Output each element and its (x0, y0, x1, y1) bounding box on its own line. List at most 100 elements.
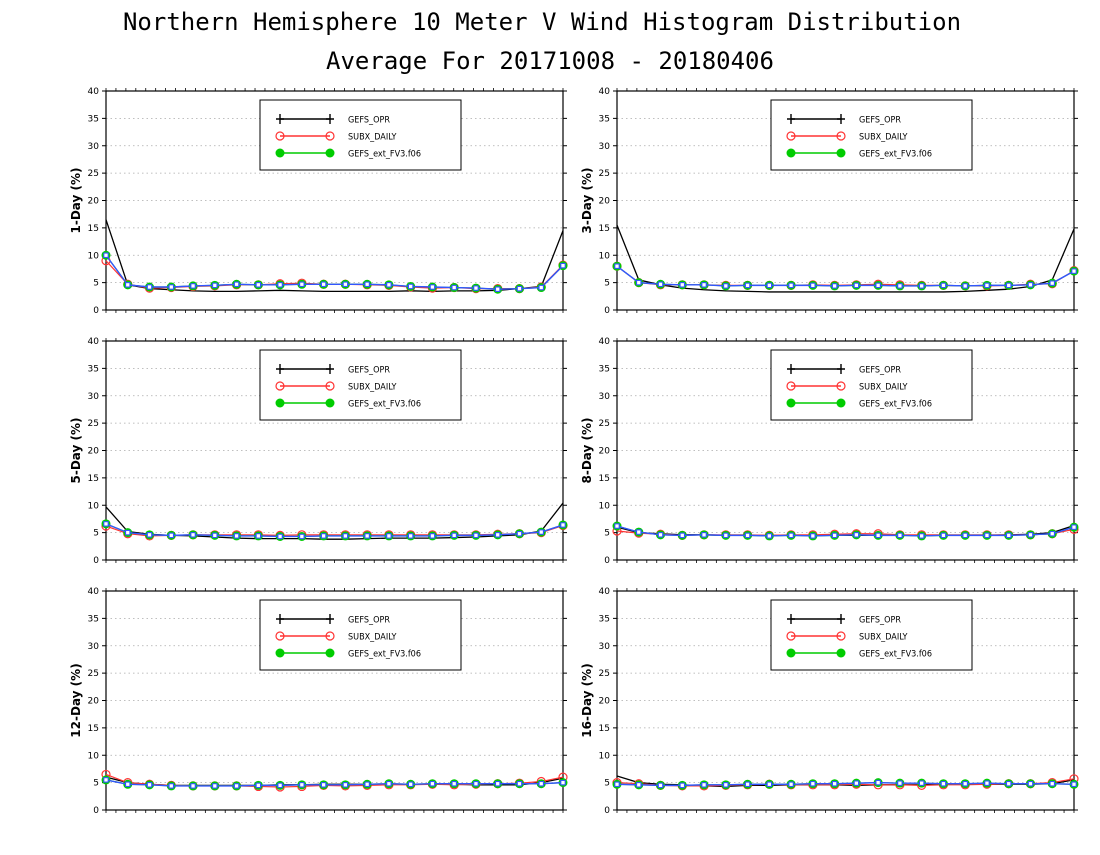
overlay-point (1071, 524, 1077, 530)
legend-marker-SUBX_DAILY (836, 631, 846, 641)
overlay-point (831, 283, 838, 289)
y-axis-label: 16-Day (%) (580, 663, 594, 737)
overlay-point (429, 533, 436, 539)
overlay-point (940, 780, 947, 787)
legend-marker-SUBX_DAILY (325, 631, 335, 641)
y-tick-label: 35 (599, 364, 610, 374)
overlay-point (407, 283, 414, 290)
y-tick-label: 10 (88, 501, 100, 511)
chart-subtitle: Average For 20171008 - 20180406 (326, 47, 774, 75)
overlay-point (560, 262, 566, 269)
overlay-point (940, 532, 947, 539)
y-tick-label: 10 (599, 751, 611, 761)
legend-marker-GEFS_ext_FV3.f06 (836, 398, 846, 408)
y-tick-label: 20 (599, 697, 611, 707)
overlay-point (744, 781, 751, 788)
overlay-point (538, 284, 544, 291)
legend: GEFS_OPR SUBX_DAILY GEFS_ext_FV3.f06 (770, 349, 973, 421)
y-tick-label: 10 (88, 251, 100, 261)
overlay-point (744, 532, 751, 539)
plot-frame (616, 90, 1075, 311)
overlay-point (853, 532, 860, 538)
y-tick-label: 5 (93, 279, 99, 289)
overlay-point (657, 782, 664, 789)
legend-marker-GEFS_OPR (276, 114, 284, 124)
legend-label-GEFS_OPR: GEFS_OPR (859, 366, 901, 376)
legend-label-GEFS_ext_FV3.f06: GEFS_ext_FV3.f06 (859, 400, 932, 410)
chart-title: Northern Hemisphere 10 Meter V Wind Hist… (123, 8, 961, 36)
overlay-point (168, 284, 175, 290)
overlay-point (940, 282, 947, 289)
overlay-point (255, 533, 262, 539)
legend-label-SUBX_DAILY: SUBX_DAILY (859, 383, 908, 393)
legend-marker-GEFS_ext_FV3.f06 (836, 148, 846, 158)
overlay-point (277, 282, 283, 288)
legend-label-GEFS_ext_FV3.f06: GEFS_ext_FV3.f06 (348, 400, 421, 410)
y-tick-label: 30 (599, 142, 611, 152)
overlay-point (190, 283, 196, 289)
overlay-point (1049, 780, 1055, 787)
y-tick-label: 30 (599, 392, 611, 402)
overlay-point (146, 532, 153, 538)
legend-marker-GEFS_ext_FV3.f06 (275, 398, 285, 408)
overlay-point (614, 263, 620, 269)
legend: GEFS_OPR SUBX_DAILY GEFS_ext_FV3.f06 (259, 99, 462, 171)
overlay-point (918, 283, 925, 289)
overlay-point (473, 532, 479, 539)
legend-label-GEFS_ext_FV3.f06: GEFS_ext_FV3.f06 (859, 650, 932, 660)
overlay-point (429, 284, 436, 290)
legend-marker-GEFS_OPR (787, 614, 795, 624)
y-tick-label: 5 (604, 779, 610, 789)
overlay-point (233, 533, 240, 539)
panel-6: 0 5 10 15 20 25 30 35 40 16-Day (%) GEFS_OPR SUBX_D… (580, 587, 1079, 816)
overlay-point (103, 777, 109, 783)
plot-frame (105, 340, 564, 561)
overlay-point (560, 522, 566, 528)
legend-marker-SUBX_DAILY (836, 131, 846, 141)
legend-label-GEFS_ext_FV3.f06: GEFS_ext_FV3.f06 (348, 650, 421, 660)
overlay-point (962, 283, 968, 289)
y-tick-label: 10 (599, 501, 611, 511)
legend-marker-GEFS_ext_FV3.f06 (836, 648, 846, 658)
y-tick-label: 35 (599, 614, 610, 624)
overlay-point (277, 782, 283, 789)
overlay-point (810, 533, 816, 539)
y-axis-label: 12-Day (%) (69, 663, 83, 737)
legend-label-SUBX_DAILY: SUBX_DAILY (348, 383, 397, 393)
legend-marker-GEFS_OPR (326, 364, 334, 374)
overlay-point (277, 533, 283, 540)
overlay-point (723, 532, 729, 539)
legend-marker-GEFS_ext_FV3.f06 (786, 148, 796, 158)
y-tick-label: 10 (599, 251, 611, 261)
overlay-point (918, 780, 925, 786)
y-tick-label: 20 (599, 447, 611, 457)
legend-marker-SUBX_DAILY (275, 131, 285, 141)
legend-label-SUBX_DAILY: SUBX_DAILY (348, 133, 397, 143)
y-tick-label: 25 (599, 169, 610, 179)
overlay-point (233, 783, 240, 789)
overlay-point (788, 532, 794, 539)
legend-label-GEFS_OPR: GEFS_OPR (859, 116, 901, 126)
overlay-point (897, 283, 903, 289)
legend-label-GEFS_OPR: GEFS_OPR (348, 616, 390, 626)
y-tick-label: 0 (604, 556, 610, 566)
y-tick-label: 40 (599, 87, 611, 97)
overlay-line (105, 523, 564, 538)
legend-marker-SUBX_DAILY (786, 381, 796, 391)
overlay-point (190, 783, 196, 789)
overlay-point (212, 282, 218, 289)
legend-marker-SUBX_DAILY (275, 381, 285, 391)
legend-marker-GEFS_OPR (837, 614, 845, 624)
y-tick-label: 15 (88, 474, 99, 484)
series-line-GEFS_OPR (616, 224, 1075, 293)
y-tick-label: 30 (88, 142, 100, 152)
overlay-point (831, 532, 838, 539)
overlay-point (657, 281, 664, 288)
overlay-point (701, 282, 707, 288)
y-tick-label: 20 (88, 447, 100, 457)
legend-marker-SUBX_DAILY (786, 131, 796, 141)
y-tick-label: 40 (88, 87, 100, 97)
y-tick-label: 40 (88, 587, 100, 597)
overlay-point (538, 780, 544, 787)
